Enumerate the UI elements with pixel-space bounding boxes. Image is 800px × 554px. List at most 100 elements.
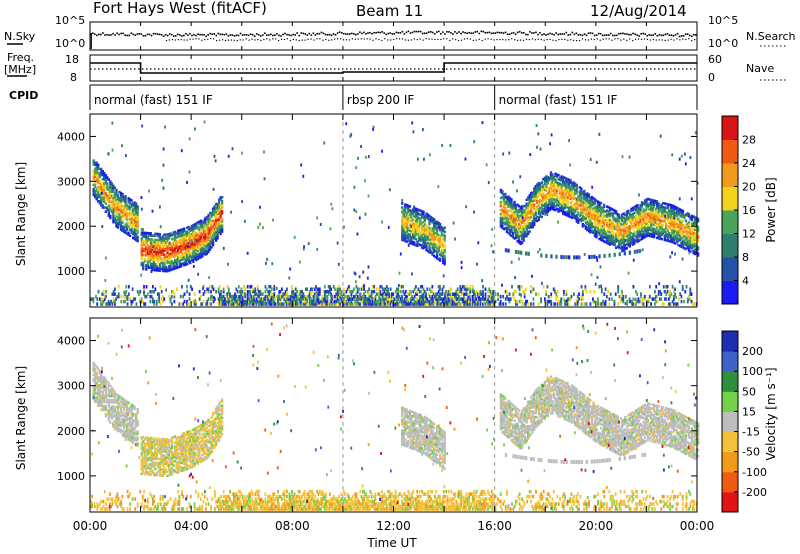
power-cell <box>551 183 554 186</box>
power-cell <box>436 292 439 296</box>
nsky-point <box>632 32 634 35</box>
power-cell <box>104 206 107 209</box>
power-cell <box>115 225 118 228</box>
power-cell <box>101 190 104 193</box>
power-cell <box>619 240 622 244</box>
power-cell <box>549 199 553 203</box>
power-cell <box>677 233 680 237</box>
power-cell <box>627 231 630 235</box>
nsky-point <box>674 33 677 36</box>
power-cell <box>587 217 591 221</box>
power-cell <box>109 206 112 210</box>
power-cell <box>501 196 504 199</box>
power-cell <box>198 238 201 242</box>
power-cell <box>690 240 694 244</box>
power-cell <box>112 204 115 208</box>
nsky-point <box>304 33 307 35</box>
power-cell <box>508 231 512 234</box>
power-cell <box>508 219 512 222</box>
power-cell <box>522 211 525 214</box>
power-cell <box>264 289 267 294</box>
power-cell <box>507 199 510 203</box>
power-cell <box>501 224 504 227</box>
power-cell <box>112 292 115 296</box>
power-cell <box>214 215 218 218</box>
power-cell <box>596 202 600 206</box>
power-cell <box>649 212 653 216</box>
power-cell <box>239 297 242 301</box>
power-cell <box>250 302 253 306</box>
power-cell <box>387 299 389 304</box>
power-cell <box>401 220 404 223</box>
power-cell <box>590 230 594 233</box>
power-cell <box>568 255 571 260</box>
power-cell <box>302 294 305 299</box>
power-cell <box>637 221 641 224</box>
nsky-point <box>634 33 636 36</box>
power-cell <box>317 297 320 301</box>
power-cell <box>595 225 598 229</box>
power-cell <box>193 225 196 228</box>
power-cell <box>527 220 530 223</box>
power-cell <box>177 247 180 251</box>
power-cell <box>149 254 152 257</box>
power-cell <box>605 239 609 243</box>
power-cell <box>199 239 203 243</box>
power-cell <box>510 230 513 233</box>
power-cell <box>152 242 156 246</box>
power-cell <box>410 215 413 219</box>
power-cell <box>645 200 648 203</box>
power-cell <box>552 188 556 191</box>
power-cell <box>534 184 537 188</box>
power-cell <box>663 220 666 223</box>
power-cell <box>346 302 349 306</box>
power-cell <box>211 239 215 243</box>
power-cell <box>672 237 676 240</box>
nsearch-point <box>514 39 516 41</box>
power-cell <box>572 197 575 201</box>
power-cell <box>101 206 104 209</box>
power-cell <box>211 285 214 289</box>
power-cell <box>645 218 648 222</box>
power-cell <box>170 233 174 237</box>
power-cell <box>157 261 160 264</box>
nsky-label: N.Sky <box>4 30 36 43</box>
power-cell <box>668 209 671 213</box>
power-cell <box>548 192 551 196</box>
power-cell <box>158 294 161 299</box>
power-cell <box>426 217 430 221</box>
power-cell <box>412 289 415 294</box>
power-cell <box>128 206 132 209</box>
power-cell <box>342 287 345 291</box>
power-cell <box>434 223 437 226</box>
power-cell <box>161 245 165 248</box>
power-cell <box>143 243 146 247</box>
nsearch-point <box>646 38 649 40</box>
power-cell <box>169 266 172 270</box>
power-cell <box>186 248 189 252</box>
power-cell <box>110 186 114 190</box>
nsky-point <box>620 32 622 35</box>
power-cell <box>681 215 685 219</box>
power-cell <box>323 292 326 296</box>
power-cell <box>184 261 187 264</box>
power-cell <box>642 212 645 215</box>
nsky-point <box>438 30 440 33</box>
power-cell <box>340 292 343 296</box>
power-cell <box>615 234 618 237</box>
power-cell <box>370 297 373 301</box>
power-cell <box>130 203 133 206</box>
power-cell <box>353 287 355 291</box>
power-cell <box>183 299 186 304</box>
power-cell <box>253 302 255 306</box>
power-cell <box>408 215 411 218</box>
power-cell <box>394 297 397 301</box>
power-cell <box>549 201 553 205</box>
power-cell <box>313 294 316 299</box>
power-cell <box>689 250 692 253</box>
power-cell <box>221 204 224 207</box>
power-heatmap <box>90 120 700 306</box>
nsearch-point <box>596 38 598 40</box>
power-cell <box>143 235 146 239</box>
power-cell <box>347 294 350 299</box>
